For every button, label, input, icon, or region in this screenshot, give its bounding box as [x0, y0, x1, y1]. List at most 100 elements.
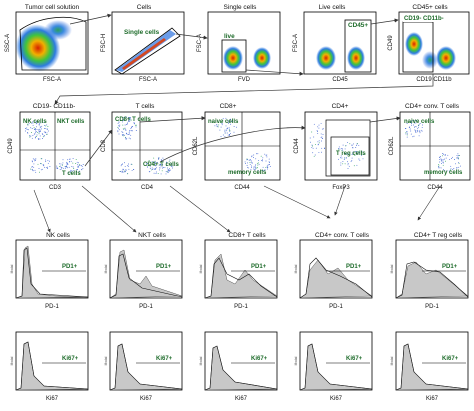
event-dot	[269, 162, 270, 164]
row4-ki67-histograms: Ki67+ Ki67 Modal Ki67+ Ki67 Modal Ki67+ Ki67 Mod…	[10, 331, 469, 402]
event-dot	[357, 150, 359, 152]
event-dot	[224, 130, 226, 132]
event-dot	[155, 173, 157, 174]
event-dot	[122, 163, 123, 165]
event-dot	[406, 134, 408, 136]
event-dot	[258, 162, 260, 164]
event-dot	[38, 168, 40, 170]
event-dot	[419, 130, 421, 132]
event-dot	[411, 123, 412, 125]
density-cloud	[253, 47, 271, 69]
event-dot	[255, 167, 257, 169]
x-axis-label: PD-1	[234, 304, 248, 310]
y-axis-label: Modal	[390, 264, 394, 273]
event-dot	[35, 171, 37, 173]
event-dot	[318, 124, 320, 126]
gate-label: Single cells	[124, 29, 160, 36]
event-dot	[406, 123, 408, 124]
event-dot	[312, 152, 314, 154]
event-dot	[253, 168, 255, 170]
event-dot	[317, 143, 319, 145]
event-dot	[451, 158, 452, 160]
event-dot	[320, 133, 322, 135]
event-dot	[346, 141, 348, 143]
event-dot	[77, 167, 79, 169]
event-dot	[314, 143, 316, 145]
event-dot	[251, 166, 252, 168]
event-dot	[228, 127, 230, 129]
event-dot	[445, 157, 447, 159]
event-dot	[124, 165, 126, 167]
event-dot	[315, 147, 317, 149]
panel-title: CD8+	[220, 103, 237, 110]
event-dot	[126, 165, 128, 167]
event-dot	[133, 168, 134, 170]
event-dot	[131, 126, 133, 128]
event-dot	[314, 154, 316, 156]
x-axis-label: Ki67	[235, 396, 248, 402]
event-dot	[45, 159, 47, 161]
event-dots	[24, 120, 84, 174]
histogram-line	[395, 343, 469, 391]
panel-title: CD4+ conv. T cells	[315, 232, 370, 239]
event-dot	[149, 163, 150, 165]
event-dot	[220, 126, 222, 128]
event-dot	[351, 144, 353, 146]
gating-arrow	[334, 185, 346, 216]
event-dot	[442, 168, 444, 170]
event-dot	[124, 127, 126, 129]
event-dot	[268, 161, 270, 163]
event-dot	[61, 164, 63, 166]
event-dot	[154, 164, 155, 166]
event-dot	[444, 160, 446, 162]
event-dot	[318, 151, 320, 153]
event-dot	[453, 159, 455, 160]
event-dot	[117, 130, 119, 132]
event-dot	[257, 153, 259, 155]
event-dot	[120, 170, 122, 172]
event-dot	[256, 167, 258, 168]
event-dot	[352, 143, 354, 145]
event-dot	[457, 158, 459, 160]
event-dot	[129, 130, 131, 132]
event-dot	[222, 118, 224, 120]
event-dot	[438, 166, 440, 168]
event-dot	[130, 134, 132, 136]
event-dot	[46, 168, 48, 170]
event-dot	[79, 164, 81, 166]
event-dot	[251, 162, 253, 164]
event-dot	[126, 137, 128, 139]
event-dot	[404, 127, 406, 129]
histogram-panel: Ki67+ Ki67 Modal	[294, 331, 373, 402]
event-dot	[123, 118, 124, 120]
event-dot	[421, 130, 423, 132]
panel-title: CD4+	[332, 103, 349, 110]
event-dot	[125, 128, 127, 130]
event-dot	[418, 124, 420, 126]
event-dot	[128, 163, 130, 165]
event-dot	[354, 155, 356, 156]
event-dot	[168, 170, 170, 172]
event-dot	[72, 166, 74, 168]
event-dot	[44, 124, 46, 126]
event-dot	[36, 129, 38, 131]
plot-frame	[207, 11, 281, 75]
event-dot	[39, 128, 41, 130]
event-dot	[57, 168, 59, 170]
event-dot	[130, 119, 132, 121]
event-dot	[167, 172, 169, 174]
panel-cd4-conv-t-cells: CD4+ conv. T cells naive cells memory ce…	[389, 103, 471, 191]
histogram-panel: NKT cells PD1+ PD-1 Modal	[104, 232, 183, 310]
event-dot	[229, 119, 231, 121]
event-dot	[313, 136, 315, 138]
event-dot	[56, 167, 58, 169]
event-dot	[161, 166, 163, 168]
event-dot	[251, 165, 253, 167]
event-dot	[33, 127, 35, 129]
event-dot	[77, 165, 79, 167]
y-axis-label: Modal	[294, 264, 298, 273]
event-dot	[439, 167, 441, 169]
event-dot	[344, 148, 346, 150]
event-dot	[130, 127, 132, 128]
